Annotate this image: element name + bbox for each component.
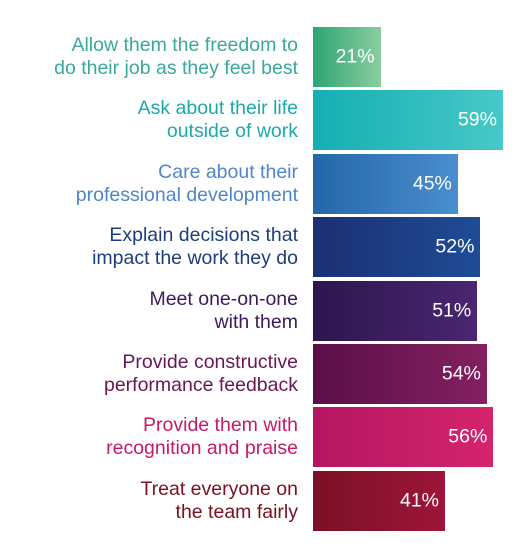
category-label: Ask about their life outside of work	[137, 97, 298, 143]
value-label: 41%	[399, 489, 440, 512]
category-label: Allow them the freedom to do their job a…	[54, 34, 298, 79]
value-label: 54%	[441, 362, 481, 385]
bar-row: Provide them with recognition and praise…	[0, 407, 522, 468]
bar	[313, 217, 481, 278]
bar	[313, 344, 487, 404]
bar-row: Meet one-on-one with them 51%	[0, 280, 522, 341]
bar	[313, 90, 503, 151]
category-label: Meet one-on-one with them	[149, 287, 298, 333]
bar-row: Care about their professional developmen…	[0, 153, 522, 214]
bar	[313, 407, 494, 468]
bar	[313, 153, 458, 214]
value-label: 45%	[412, 172, 452, 195]
category-label: Care about their professional developmen…	[75, 160, 298, 206]
bar	[313, 280, 478, 341]
bar-row: Ask about their life outside of work 59%	[0, 90, 522, 151]
bar-row: Allow them the freedom to do their job a…	[0, 27, 522, 87]
category-label: Provide constructive performance feedbac…	[103, 351, 298, 396]
bar	[313, 470, 446, 531]
bar-row: Explain decisions that impact the work t…	[0, 217, 522, 278]
category-label: Explain decisions that impact the work t…	[92, 224, 298, 270]
value-label: 56%	[448, 425, 488, 448]
value-label: 21%	[335, 45, 375, 68]
category-label: Treat everyone on the team fairly	[140, 477, 298, 523]
value-label: 59%	[457, 108, 497, 131]
value-label: 52%	[435, 235, 475, 258]
value-label: 51%	[432, 299, 472, 322]
category-label: Provide them with recognition and praise	[106, 414, 298, 460]
bar	[313, 27, 381, 87]
bar-row: Treat everyone on the team fairly 41%	[0, 470, 522, 531]
bar-row: Provide constructive performance feedbac…	[0, 344, 522, 404]
